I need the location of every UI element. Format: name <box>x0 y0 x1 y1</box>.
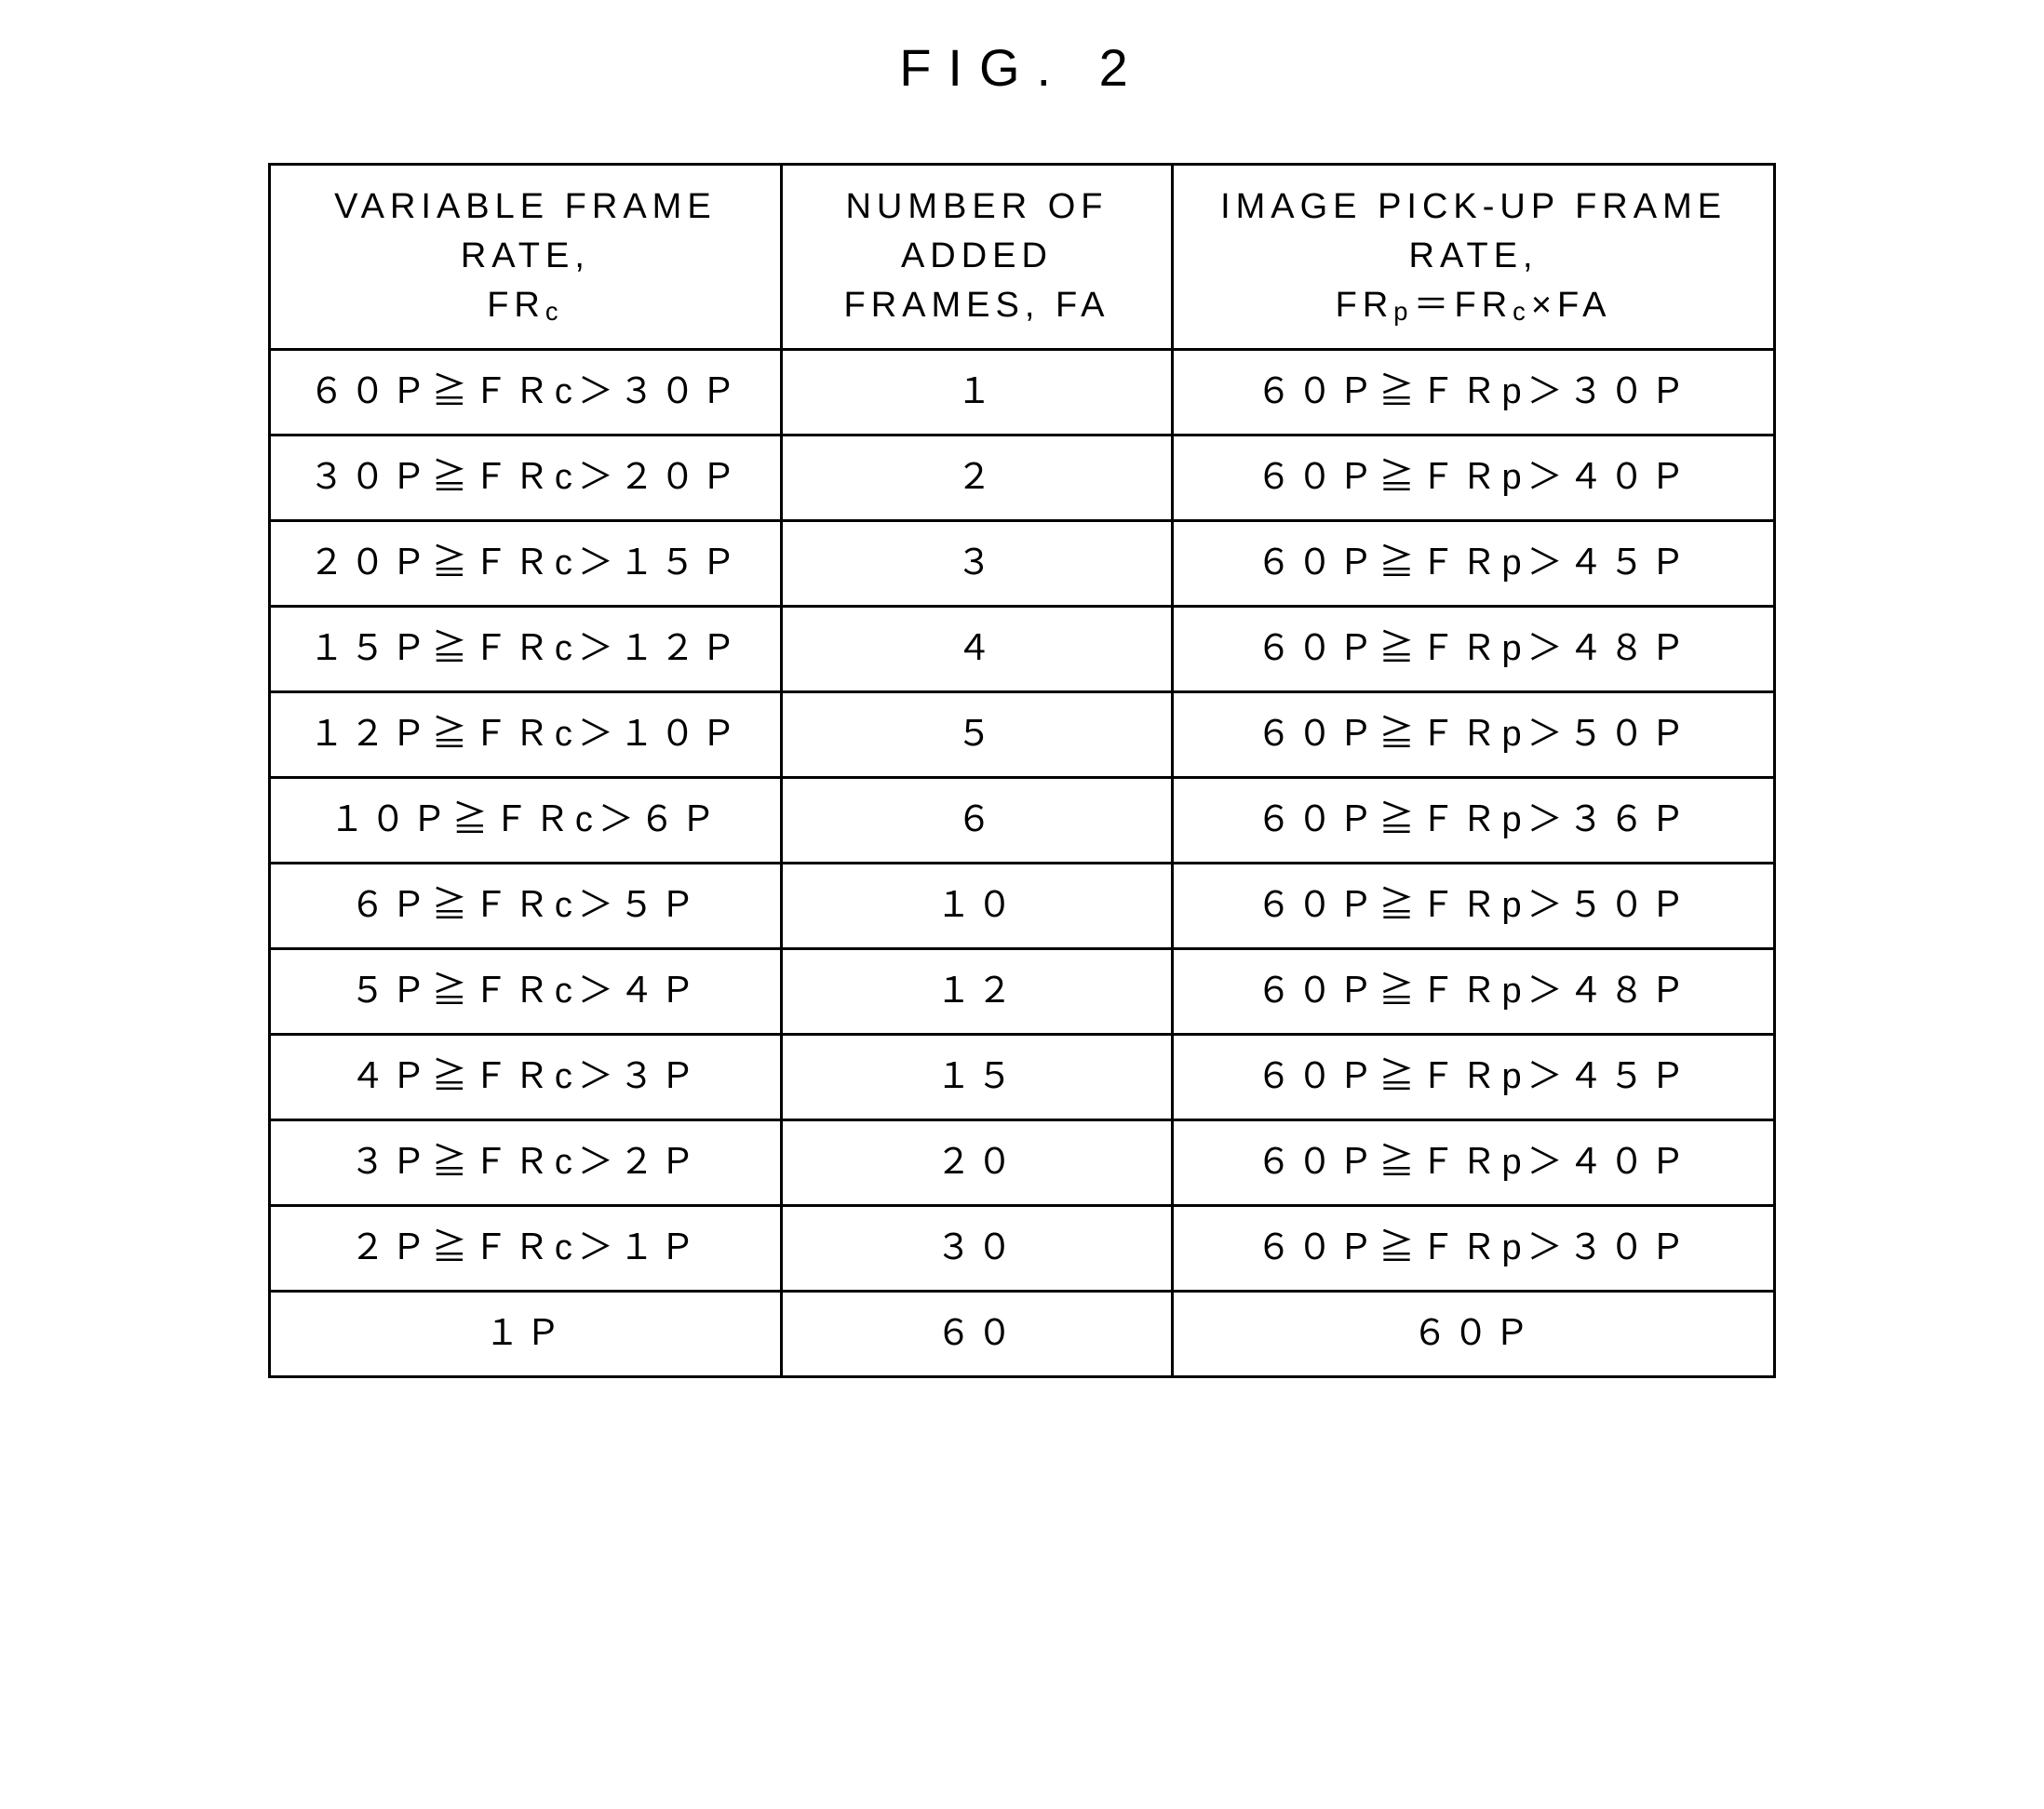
table-row: １５Ｐ≧ＦＲc＞１２Ｐ ４ ６０Ｐ≧ＦＲp＞４８Ｐ <box>270 606 1775 691</box>
cell-fa: ６ <box>781 777 1172 863</box>
table-row: ４Ｐ≧ＦＲc＞３Ｐ １５ ６０Ｐ≧ＦＲp＞４５Ｐ <box>270 1034 1775 1119</box>
cell-frp: ６０Ｐ≧ＦＲp＞５０Ｐ <box>1173 691 1775 777</box>
cell-frc: ５Ｐ≧ＦＲc＞４Ｐ <box>270 948 782 1034</box>
table-body: ６０Ｐ≧ＦＲc＞３０Ｐ １ ６０Ｐ≧ＦＲp＞３０Ｐ ３０Ｐ≧ＦＲc＞２０Ｐ ２ … <box>270 349 1775 1376</box>
table-row: ２Ｐ≧ＦＲc＞１Ｐ ３０ ６０Ｐ≧ＦＲp＞３０Ｐ <box>270 1205 1775 1291</box>
cell-frp: ６０Ｐ≧ＦＲp＞４０Ｐ <box>1173 435 1775 520</box>
cell-frp: ６０Ｐ≧ＦＲp＞４８Ｐ <box>1173 948 1775 1034</box>
cell-fa: ２ <box>781 435 1172 520</box>
cell-fa: ４ <box>781 606 1172 691</box>
cell-frc: ４Ｐ≧ＦＲc＞３Ｐ <box>270 1034 782 1119</box>
table-row: ６０Ｐ≧ＦＲc＞３０Ｐ １ ６０Ｐ≧ＦＲp＞３０Ｐ <box>270 349 1775 435</box>
table-row: ２０Ｐ≧ＦＲc＞１５Ｐ ３ ６０Ｐ≧ＦＲp＞４５Ｐ <box>270 520 1775 606</box>
cell-frp: ６０Ｐ≧ＦＲp＞３０Ｐ <box>1173 1205 1775 1291</box>
cell-frp: ６０Ｐ≧ＦＲp＞４５Ｐ <box>1173 520 1775 606</box>
cell-fa: ６０ <box>781 1291 1172 1376</box>
cell-fa: １０ <box>781 863 1172 948</box>
cell-fa: １５ <box>781 1034 1172 1119</box>
header-number-added-frames: NUMBER OF ADDED FRAMES, FA <box>781 165 1172 350</box>
cell-frc: ３Ｐ≧ＦＲc＞２Ｐ <box>270 1119 782 1205</box>
cell-frp: ６０Ｐ≧ＦＲp＞３０Ｐ <box>1173 349 1775 435</box>
cell-fa: ５ <box>781 691 1172 777</box>
cell-frp: ６０Ｐ≧ＦＲp＞４０Ｐ <box>1173 1119 1775 1205</box>
table-row: １２Ｐ≧ＦＲc＞１０Ｐ ５ ６０Ｐ≧ＦＲp＞５０Ｐ <box>270 691 1775 777</box>
cell-frp: ６０Ｐ <box>1173 1291 1775 1376</box>
table-row: ５Ｐ≧ＦＲc＞４Ｐ １２ ６０Ｐ≧ＦＲp＞４８Ｐ <box>270 948 1775 1034</box>
header-variable-frame-rate: VARIABLE FRAME RATE, FRc <box>270 165 782 350</box>
table-header-row: VARIABLE FRAME RATE, FRc NUMBER OF ADDED… <box>270 165 1775 350</box>
frame-rate-table: VARIABLE FRAME RATE, FRc NUMBER OF ADDED… <box>268 163 1776 1378</box>
cell-frc: １５Ｐ≧ＦＲc＞１２Ｐ <box>270 606 782 691</box>
table-row: ３Ｐ≧ＦＲc＞２Ｐ ２０ ６０Ｐ≧ＦＲp＞４０Ｐ <box>270 1119 1775 1205</box>
cell-frp: ６０Ｐ≧ＦＲp＞４５Ｐ <box>1173 1034 1775 1119</box>
header-image-pickup-frame-rate: IMAGE PICK-UP FRAME RATE, FRp＝FRc×FA <box>1173 165 1775 350</box>
cell-frc: ６０Ｐ≧ＦＲc＞３０Ｐ <box>270 349 782 435</box>
table-row: ３０Ｐ≧ＦＲc＞２０Ｐ ２ ６０Ｐ≧ＦＲp＞４０Ｐ <box>270 435 1775 520</box>
cell-fa: ３ <box>781 520 1172 606</box>
cell-frc: １０Ｐ≧ＦＲc＞６Ｐ <box>270 777 782 863</box>
figure-title: FIG. 2 <box>899 37 1145 98</box>
cell-frp: ６０Ｐ≧ＦＲp＞３６Ｐ <box>1173 777 1775 863</box>
cell-fa: ２０ <box>781 1119 1172 1205</box>
cell-fa: １ <box>781 349 1172 435</box>
cell-fa: １２ <box>781 948 1172 1034</box>
cell-fa: ３０ <box>781 1205 1172 1291</box>
cell-frc: ２Ｐ≧ＦＲc＞１Ｐ <box>270 1205 782 1291</box>
table-row: １０Ｐ≧ＦＲc＞６Ｐ ６ ６０Ｐ≧ＦＲp＞３６Ｐ <box>270 777 1775 863</box>
cell-frp: ６０Ｐ≧ＦＲp＞４８Ｐ <box>1173 606 1775 691</box>
cell-frc: １２Ｐ≧ＦＲc＞１０Ｐ <box>270 691 782 777</box>
cell-frc: ３０Ｐ≧ＦＲc＞２０Ｐ <box>270 435 782 520</box>
cell-frp: ６０Ｐ≧ＦＲp＞５０Ｐ <box>1173 863 1775 948</box>
cell-frc: ２０Ｐ≧ＦＲc＞１５Ｐ <box>270 520 782 606</box>
table-row: ６Ｐ≧ＦＲc＞５Ｐ １０ ６０Ｐ≧ＦＲp＞５０Ｐ <box>270 863 1775 948</box>
cell-frc: １Ｐ <box>270 1291 782 1376</box>
cell-frc: ６Ｐ≧ＦＲc＞５Ｐ <box>270 863 782 948</box>
table-row: １Ｐ ６０ ６０Ｐ <box>270 1291 1775 1376</box>
